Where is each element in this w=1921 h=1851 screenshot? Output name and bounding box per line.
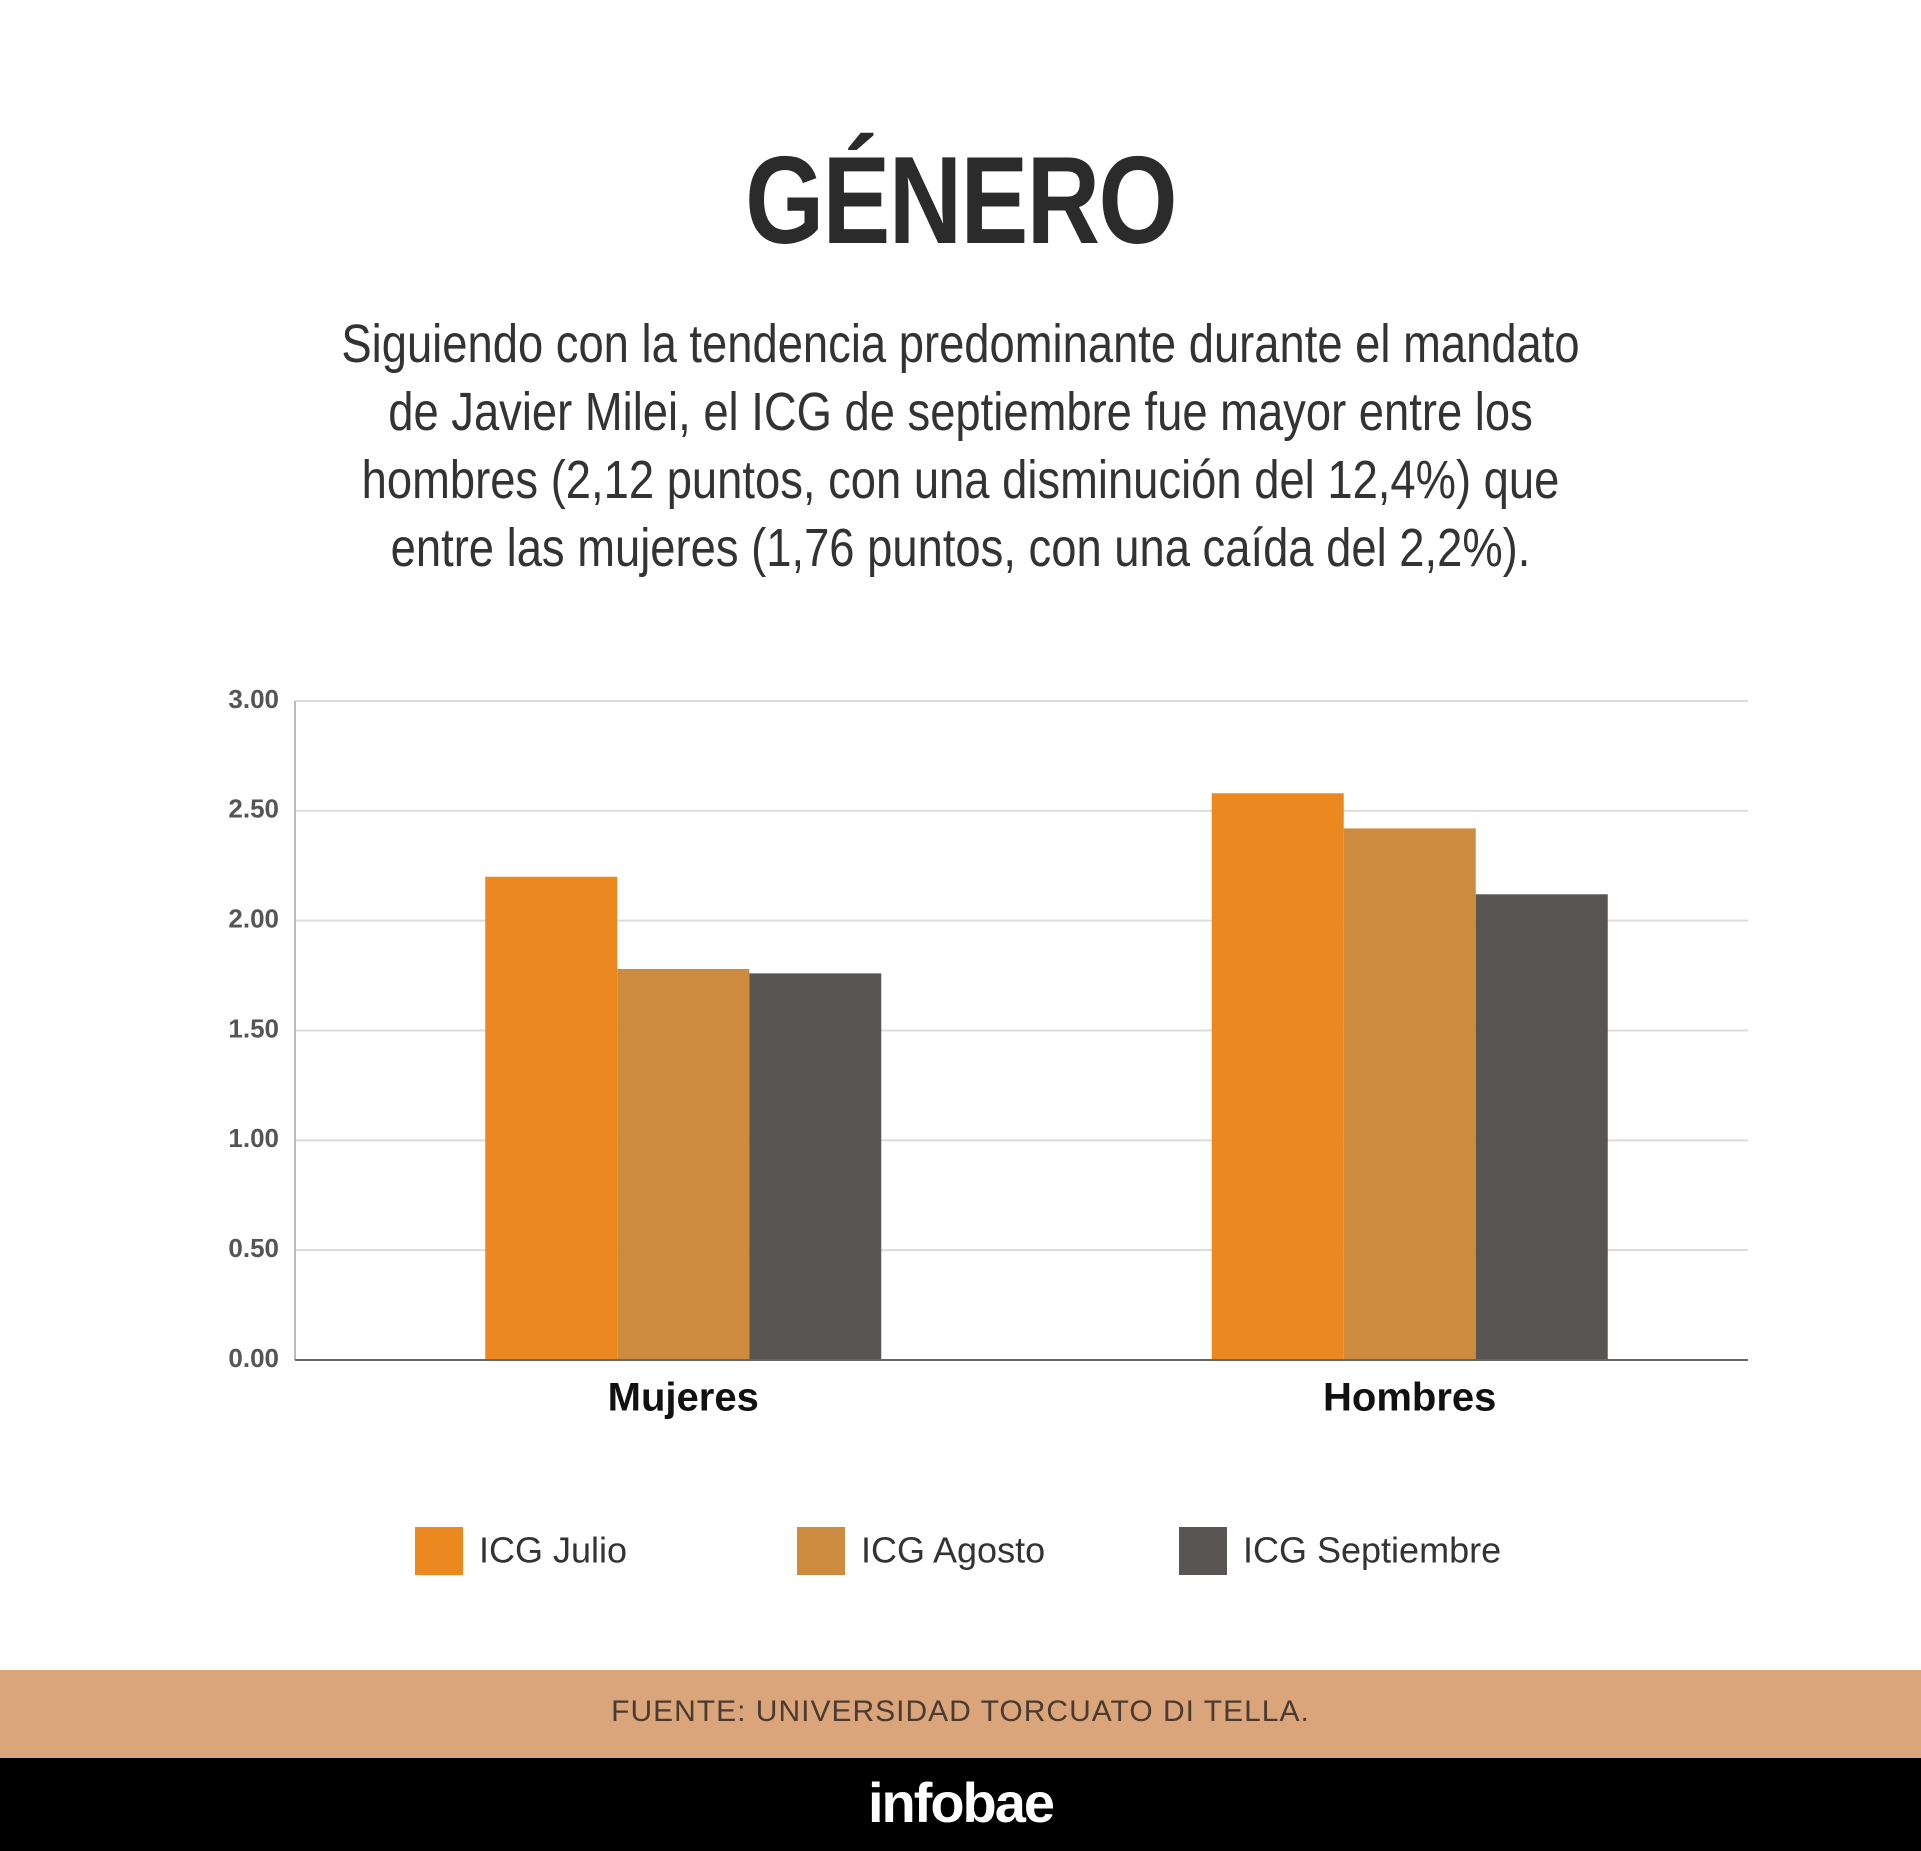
legend-swatch (415, 1527, 463, 1575)
y-tick-label: 1.50 (228, 1013, 279, 1043)
y-tick-label: 0.50 (228, 1233, 279, 1263)
legend-swatch (797, 1527, 845, 1575)
y-tick-label: 1.00 (228, 1123, 279, 1153)
bar (1211, 793, 1344, 1360)
bar (1343, 828, 1476, 1360)
bar (1475, 894, 1608, 1360)
brand-logo: infobae (867, 1771, 1055, 1834)
y-tick-label: 2.50 (228, 794, 279, 824)
y-tick-label: 3.00 (228, 684, 279, 714)
chart: 0.00 0.50 1.00 1.50 2.00 2.50 3.00 Mujeres Hombr… (228, 684, 1748, 1575)
source: FUENTE: UNIVERSIDAD TORCUATO DI TELLA. (611, 1695, 1310, 1728)
y-tick-label: 0.00 (228, 1343, 279, 1373)
legend-label: ICG Julio (479, 1530, 627, 1571)
chart-title: GÉNERO (745, 132, 1177, 270)
bar (485, 876, 618, 1360)
y-tick-label: 2.00 (228, 904, 279, 934)
legend-label: ICG Agosto (861, 1530, 1045, 1571)
chart-subtitle: Siguiendo con la tendencia predominante … (341, 314, 1580, 578)
bar (749, 973, 882, 1360)
x-tick-label: Mujeres (608, 1376, 759, 1420)
legend-label: ICG Septiembre (1243, 1530, 1501, 1571)
legend-swatch (1179, 1527, 1227, 1575)
brand-band (0, 1758, 1921, 1851)
x-tick-label: Hombres (1323, 1376, 1496, 1420)
source-band (0, 1670, 1921, 1758)
bar (617, 968, 750, 1360)
